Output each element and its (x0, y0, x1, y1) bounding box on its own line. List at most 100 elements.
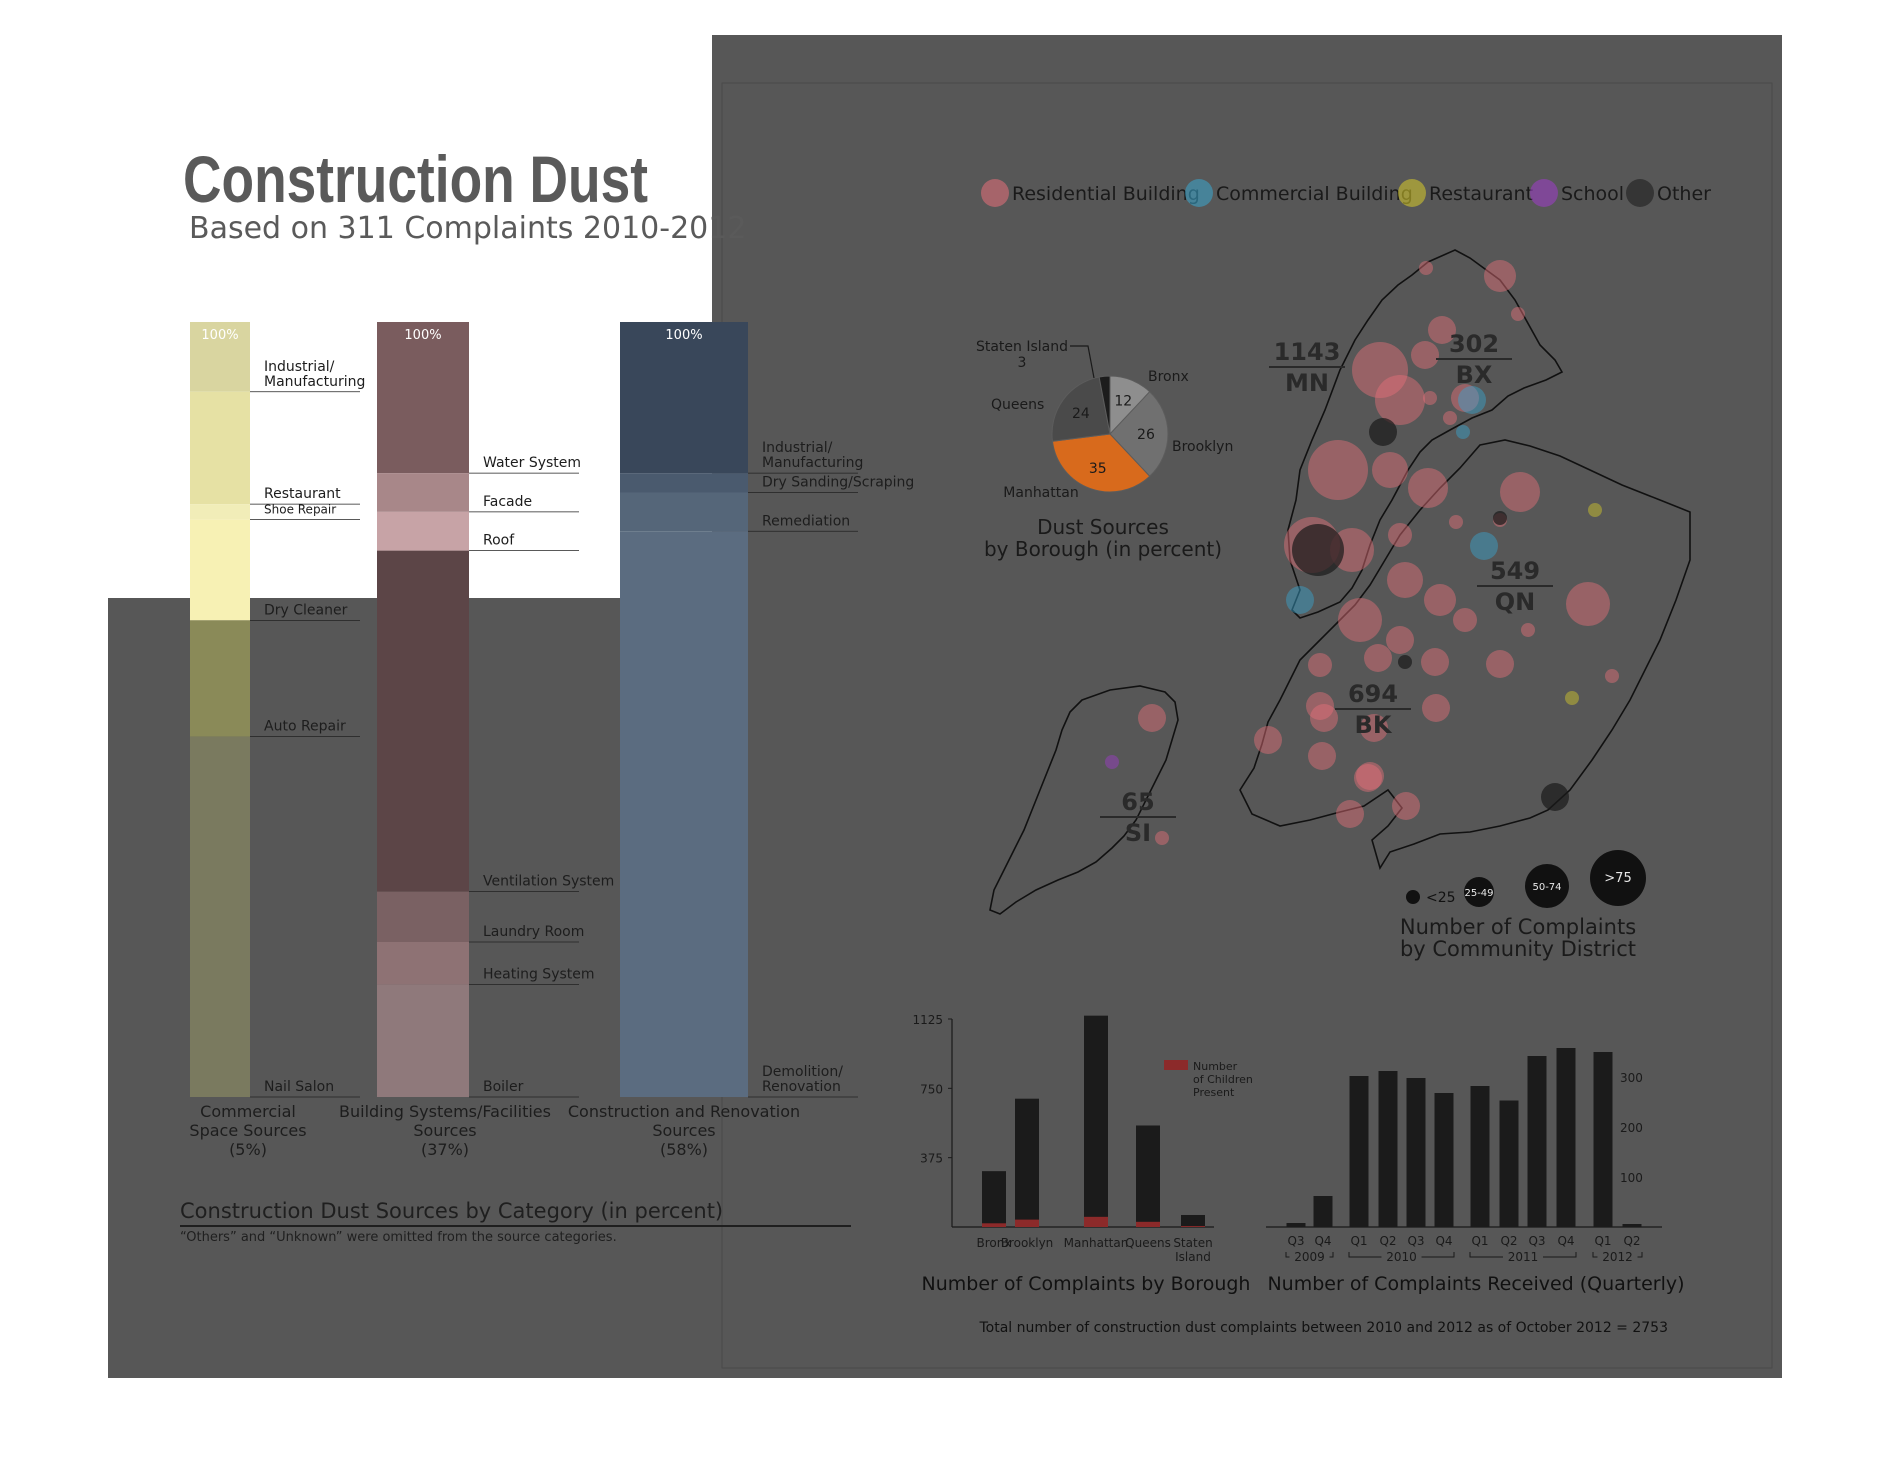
borough-children-bar-4 (1136, 1221, 1160, 1227)
legend-label-2: Commercial Building (1216, 183, 1413, 205)
quarter-xlabel-7: Q1 (1471, 1234, 1488, 1248)
children-legend-label-line-2: of Children (1193, 1073, 1253, 1086)
quarter-xlabel-1: Q3 (1287, 1234, 1304, 1248)
size-legend-label-4: >75 (1604, 871, 1631, 886)
stack-3-caption-line-3: (58%) (660, 1140, 708, 1159)
quarter-bar-10 (1556, 1048, 1576, 1227)
borough-total-1: 1143 (1274, 338, 1341, 366)
district-dot-10 (1369, 418, 1397, 446)
stack-2: Water System Facade Roof Ventilation System… (339, 322, 614, 1159)
staten-island-outline (989, 685, 1179, 915)
district-dot-6 (1411, 341, 1439, 369)
stack-3-caption-line-2: Sources (652, 1121, 715, 1140)
stack-3-label-3: Remediation (762, 513, 850, 529)
district-dot-33 (1338, 598, 1382, 642)
borough-code-1: MN (1285, 369, 1329, 397)
page-title: Construction Dust (183, 142, 648, 216)
borough-xlabel-3-line-1: Manhattan (1064, 1236, 1129, 1250)
footer-total: Total number of construction dust compla… (978, 1320, 1668, 1336)
district-dot-36 (1421, 648, 1449, 676)
stack-2-segment-1 (377, 322, 469, 474)
stack-3: Industrial/Manufacturing Dry Sanding/Scra… (568, 322, 914, 1159)
pie-label-bronx: Bronx (1148, 369, 1189, 385)
borough-code-5: SI (1125, 819, 1151, 847)
borough-code-3: QN (1495, 588, 1536, 616)
quarter-xlabel-11: Q1 (1594, 1234, 1611, 1248)
district-dot-1 (1419, 261, 1433, 275)
stack-2-caption-line-1: Building Systems/Facilities (339, 1102, 551, 1121)
year-label-1: 2009 (1294, 1250, 1325, 1264)
legend-label-5: Other (1657, 183, 1711, 205)
district-dot-2 (1484, 260, 1516, 292)
children-legend-label-line-3: Present (1193, 1086, 1235, 1099)
quarter-chart-title: Number of Complaints Received (Quarterly… (1267, 1273, 1684, 1295)
stack-1-label-3: Shoe Repair (264, 503, 336, 517)
stack-1-caption-line-1: Commercial (200, 1102, 296, 1121)
borough-bar-1 (982, 1171, 1006, 1227)
legend-label-3: Restaurant (1429, 183, 1533, 205)
borough-xlabel-4-line-1: Queens (1125, 1236, 1171, 1250)
borough-xlabel-5-line-2: Island (1175, 1250, 1211, 1264)
stack-3-label-1: Industrial/ (762, 440, 833, 456)
district-dot-42 (1605, 669, 1619, 683)
quarter-xlabel-5: Q3 (1407, 1234, 1424, 1248)
borough-bar-4 (1136, 1125, 1160, 1227)
stack-1-segment-5 (190, 620, 250, 737)
stack-2-label-3: Roof (483, 533, 515, 549)
nyc-district-map: 1143 MN 302 BX 549 QN 694 BK 65 SI <25 25-49 50-74 >… (989, 249, 1691, 961)
district-dot-25 (1493, 511, 1507, 525)
borough-total-5: 65 (1121, 788, 1154, 816)
legend-swatch-5 (1626, 179, 1654, 207)
stack-2-label-7: Boiler (483, 1079, 524, 1095)
pie-value-2: 26 (1137, 427, 1155, 443)
quarter-ytick-2: 200 (1620, 1121, 1643, 1135)
page-subtitle: Based on 311 Complaints 2010-2012 (189, 211, 746, 246)
district-dot-35 (1364, 644, 1392, 672)
legend-swatch-3 (1398, 179, 1426, 207)
pie-slice-5 (1098, 375, 1111, 435)
district-dot-17 (1500, 472, 1540, 512)
quarter-xlabel-10: Q4 (1557, 1234, 1574, 1248)
pie-slice-4 (1051, 376, 1111, 442)
legend-swatch-1 (981, 179, 1009, 207)
district-dot-21 (1388, 523, 1412, 547)
year-label-2: 2010 (1386, 1250, 1417, 1264)
stack-3-top-label: 100% (665, 328, 702, 343)
borough-ytick-3: 1125 (912, 1013, 943, 1027)
year-label-bg-2 (1381, 1250, 1422, 1264)
district-dot-27 (1387, 562, 1423, 598)
stack-1-label-4: Dry Cleaner (264, 602, 348, 618)
stack-1-label-6: Nail Salon (264, 1079, 334, 1095)
district-dot-12 (1456, 425, 1470, 439)
borough-xlabel-1-line-1: Bronx (977, 1236, 1012, 1250)
stack-1-label-1: Manufacturing (264, 374, 365, 390)
borough-code-2: BX (1456, 361, 1493, 389)
quarter-xlabel-4: Q2 (1379, 1234, 1396, 1248)
year-label-bg-3 (1503, 1250, 1543, 1264)
stack-2-label-4: Ventilation System (483, 874, 614, 890)
year-label-4: 2012 (1602, 1250, 1633, 1264)
district-dot-46 (1254, 726, 1282, 754)
quarter-xlabel-12: Q2 (1623, 1234, 1640, 1248)
pie-leader-staten-island (1070, 345, 1095, 379)
pie-value-3: 35 (1089, 461, 1107, 477)
quarter-xlabel-6: Q4 (1435, 1234, 1452, 1248)
district-dot-9 (1375, 375, 1425, 425)
borough-ytick-2: 750 (920, 1082, 943, 1096)
borough-xlabel-2-line-1: Brooklyn (1001, 1236, 1054, 1250)
pie-slice-3 (1051, 433, 1151, 493)
pie-slice-2 (1109, 391, 1169, 477)
district-dot-53 (1138, 704, 1166, 732)
stack-2-segment-4 (377, 550, 469, 892)
district-dot-7 (1451, 384, 1479, 412)
borough-code-4: BK (1355, 711, 1393, 739)
district-dot-49 (1354, 764, 1382, 792)
source-section-title: Construction Dust Sources by Category (i… (180, 1199, 723, 1223)
legend-swatch-2 (1185, 179, 1213, 207)
district-dot-26 (1588, 503, 1602, 517)
district-dot-45 (1360, 714, 1388, 742)
borough-chart-title: Number of Complaints by Borough (922, 1273, 1251, 1295)
district-dot-32 (1286, 586, 1314, 614)
